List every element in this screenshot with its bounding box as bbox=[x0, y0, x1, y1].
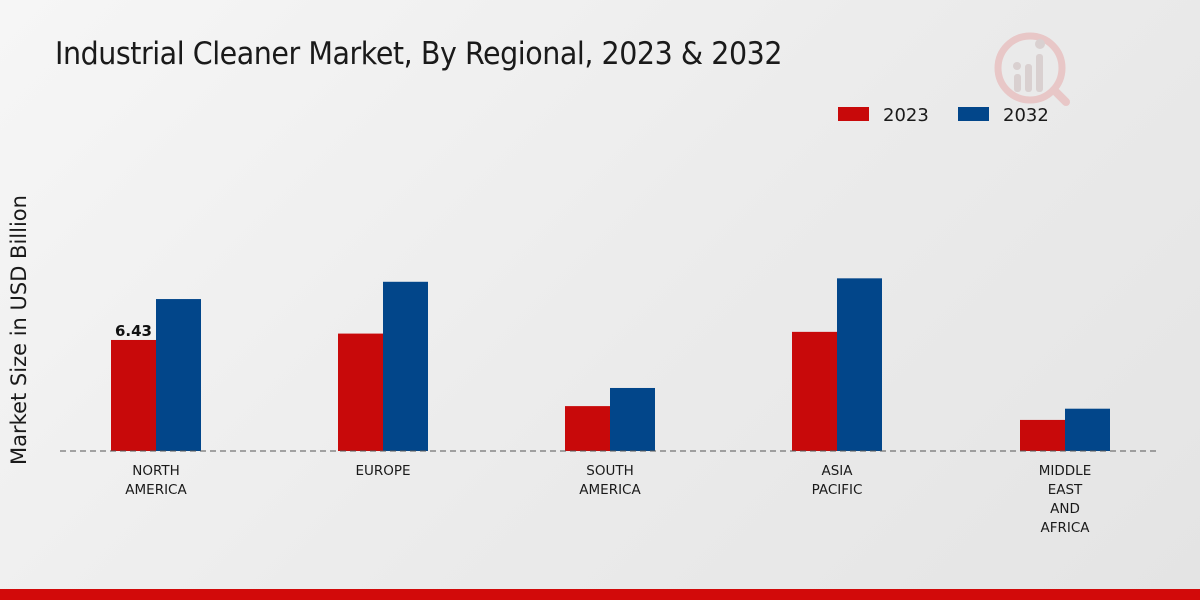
bar-2023-north-america bbox=[111, 339, 156, 451]
data-label: 6.43 bbox=[115, 322, 152, 340]
brand-logo bbox=[994, 32, 1070, 106]
x-tick-labels: NORTH AMERICA EUROPE SOUTH AMERICA ASIA PACIFI… bbox=[125, 463, 1091, 536]
bar-2032-asia-pacific bbox=[837, 278, 882, 451]
bars bbox=[111, 278, 1110, 451]
bar-2023-south-america bbox=[565, 406, 610, 451]
bar-2032-north-america bbox=[156, 299, 201, 451]
legend-label-2023: 2023 bbox=[883, 105, 929, 126]
x-tick-label: NORTH AMERICA bbox=[125, 463, 187, 498]
x-tick-label: SOUTH AMERICA bbox=[579, 463, 641, 498]
bar-2023-asia-pacific bbox=[792, 331, 837, 451]
chart-title: Industrial Cleaner Market, By Regional, … bbox=[55, 36, 783, 72]
data-labels: 6.43 bbox=[115, 322, 152, 340]
legend: 2023 2032 bbox=[838, 105, 1049, 126]
x-tick-label: EUROPE bbox=[355, 463, 410, 479]
footer-bar bbox=[0, 589, 1200, 600]
legend-swatch-2032 bbox=[958, 107, 989, 121]
bar-2032-europe bbox=[383, 281, 428, 451]
x-tick-label: MIDDLE EAST AND AFRICA bbox=[1039, 463, 1091, 536]
y-axis-label: Market Size in USD Billion bbox=[7, 195, 31, 465]
bar-2032-middle-east-and-africa bbox=[1065, 408, 1110, 451]
x-tick-label: ASIA PACIFIC bbox=[812, 463, 863, 498]
legend-label-2032: 2032 bbox=[1003, 105, 1049, 126]
bar-2023-europe bbox=[338, 333, 383, 451]
bar-2023-middle-east-and-africa bbox=[1020, 419, 1065, 451]
legend-swatch-2023 bbox=[838, 107, 869, 121]
bar-2032-south-america bbox=[610, 387, 655, 451]
